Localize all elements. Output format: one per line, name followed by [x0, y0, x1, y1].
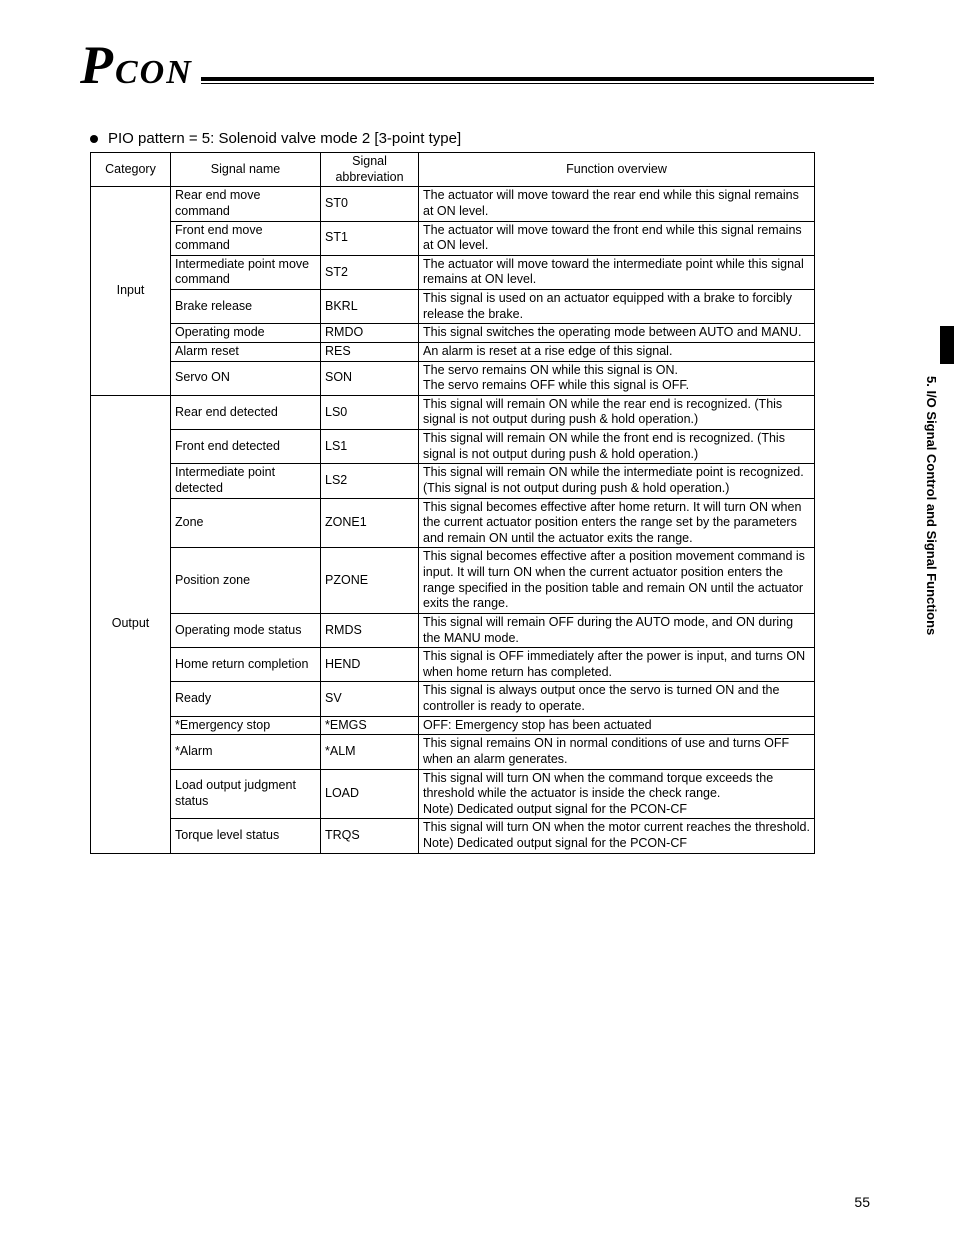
function-overview-cell: This signal is OFF immediately after the… — [419, 648, 815, 682]
function-overview-cell: This signal remains ON in normal conditi… — [419, 735, 815, 769]
function-overview-cell: The actuator will move toward the interm… — [419, 255, 815, 289]
signal-abbr-cell: *EMGS — [321, 716, 419, 735]
col-header-signal-abbr: Signal abbreviation — [321, 153, 419, 187]
table-row: InputRear end move commandST0The actuato… — [91, 187, 815, 221]
table-row: Front end move commandST1The actuator wi… — [91, 221, 815, 255]
function-overview-cell: The actuator will move toward the rear e… — [419, 187, 815, 221]
category-cell: Input — [91, 187, 171, 396]
signal-name-cell: Front end detected — [171, 430, 321, 464]
function-overview-cell: This signal will remain ON while the int… — [419, 464, 815, 498]
signal-name-cell: Intermediate point move command — [171, 255, 321, 289]
table-row: OutputRear end detectedLS0This signal wi… — [91, 395, 815, 429]
function-overview-cell: This signal will remain ON while the rea… — [419, 395, 815, 429]
function-overview-cell: This signal will turn ON when the motor … — [419, 819, 815, 853]
signal-abbr-cell: ST2 — [321, 255, 419, 289]
function-overview-cell: This signal is always output once the se… — [419, 682, 815, 716]
logo-letter-p: P — [80, 38, 113, 92]
page-number: 55 — [854, 1194, 870, 1210]
signal-name-cell: Position zone — [171, 548, 321, 614]
side-tab-marker — [940, 326, 954, 364]
signal-abbr-cell: LOAD — [321, 769, 419, 819]
table-row: Alarm resetRESAn alarm is reset at a ris… — [91, 342, 815, 361]
signal-abbr-cell: RMDS — [321, 613, 419, 647]
function-overview-cell: This signal is used on an actuator equip… — [419, 290, 815, 324]
signal-table: Category Signal name Signal abbreviation… — [90, 152, 815, 854]
signal-name-cell: Home return completion — [171, 648, 321, 682]
signal-name-cell: Rear end detected — [171, 395, 321, 429]
signal-name-cell: Operating mode status — [171, 613, 321, 647]
signal-abbr-cell: BKRL — [321, 290, 419, 324]
signal-abbr-cell: RES — [321, 342, 419, 361]
function-overview-cell: An alarm is reset at a rise edge of this… — [419, 342, 815, 361]
signal-table-container: Category Signal name Signal abbreviation… — [90, 152, 815, 854]
table-header-row: Category Signal name Signal abbreviation… — [91, 153, 815, 187]
function-overview-cell: This signal will remain OFF during the A… — [419, 613, 815, 647]
signal-abbr-cell: ZONE1 — [321, 498, 419, 548]
signal-name-cell: *Emergency stop — [171, 716, 321, 735]
section-heading: PIO pattern = 5: Solenoid valve mode 2 [… — [90, 130, 461, 147]
table-row: Servo ONSONThe servo remains ON while th… — [91, 361, 815, 395]
signal-name-cell: Ready — [171, 682, 321, 716]
table-row: Intermediate point detectedLS2This signa… — [91, 464, 815, 498]
table-row: *Emergency stop*EMGSOFF: Emergency stop … — [91, 716, 815, 735]
side-chapter-tab: 5. I/O Signal Control and Signal Functio… — [920, 326, 954, 686]
table-row: Home return completionHENDThis signal is… — [91, 648, 815, 682]
signal-abbr-cell: SV — [321, 682, 419, 716]
page-header: P CON — [80, 36, 874, 92]
signal-abbr-cell: *ALM — [321, 735, 419, 769]
header-rule-thick — [201, 77, 874, 81]
signal-abbr-cell: ST1 — [321, 221, 419, 255]
function-overview-cell: This signal will turn ON when the comman… — [419, 769, 815, 819]
table-row: ZoneZONE1This signal becomes effective a… — [91, 498, 815, 548]
function-overview-cell: The servo remains ON while this signal i… — [419, 361, 815, 395]
function-overview-cell: This signal will remain ON while the fro… — [419, 430, 815, 464]
signal-abbr-cell: SON — [321, 361, 419, 395]
table-row: Front end detectedLS1This signal will re… — [91, 430, 815, 464]
table-row: Operating mode statusRMDSThis signal wil… — [91, 613, 815, 647]
signal-name-cell: Rear end move command — [171, 187, 321, 221]
side-tab-label: 5. I/O Signal Control and Signal Functio… — [924, 376, 939, 635]
section-heading-text: PIO pattern = 5: Solenoid valve mode 2 [… — [108, 130, 461, 147]
signal-name-cell: Intermediate point detected — [171, 464, 321, 498]
signal-name-cell: Zone — [171, 498, 321, 548]
signal-abbr-cell: LS2 — [321, 464, 419, 498]
signal-abbr-cell: LS1 — [321, 430, 419, 464]
logo-letter-con: CON — [115, 56, 193, 90]
signal-name-cell: Torque level status — [171, 819, 321, 853]
table-row: Brake releaseBKRLThis signal is used on … — [91, 290, 815, 324]
col-header-function-overview: Function overview — [419, 153, 815, 187]
function-overview-cell: This signal switches the operating mode … — [419, 324, 815, 343]
table-row: Intermediate point move commandST2The ac… — [91, 255, 815, 289]
signal-abbr-cell: ST0 — [321, 187, 419, 221]
signal-name-cell: Operating mode — [171, 324, 321, 343]
table-row: Torque level statusTRQSThis signal will … — [91, 819, 815, 853]
signal-name-cell: Front end move command — [171, 221, 321, 255]
table-row: *Alarm*ALMThis signal remains ON in norm… — [91, 735, 815, 769]
signal-abbr-cell: LS0 — [321, 395, 419, 429]
bullet-icon — [90, 135, 98, 143]
signal-name-cell: Load output judgment status — [171, 769, 321, 819]
table-row: ReadySVThis signal is always output once… — [91, 682, 815, 716]
logo: P CON — [80, 38, 193, 92]
function-overview-cell: The actuator will move toward the front … — [419, 221, 815, 255]
category-cell: Output — [91, 395, 171, 853]
table-row: Position zonePZONEThis signal becomes ef… — [91, 548, 815, 614]
header-rule — [201, 77, 874, 86]
col-header-category: Category — [91, 153, 171, 187]
col-header-signal-name: Signal name — [171, 153, 321, 187]
header-rule-thin — [201, 83, 874, 84]
signal-abbr-cell: HEND — [321, 648, 419, 682]
signal-name-cell: *Alarm — [171, 735, 321, 769]
table-row: Load output judgment statusLOADThis sign… — [91, 769, 815, 819]
signal-abbr-cell: PZONE — [321, 548, 419, 614]
signal-abbr-cell: RMDO — [321, 324, 419, 343]
function-overview-cell: This signal becomes effective after a po… — [419, 548, 815, 614]
table-row: Operating modeRMDOThis signal switches t… — [91, 324, 815, 343]
signal-name-cell: Brake release — [171, 290, 321, 324]
signal-abbr-cell: TRQS — [321, 819, 419, 853]
function-overview-cell: OFF: Emergency stop has been actuated — [419, 716, 815, 735]
signal-name-cell: Servo ON — [171, 361, 321, 395]
signal-name-cell: Alarm reset — [171, 342, 321, 361]
function-overview-cell: This signal becomes effective after home… — [419, 498, 815, 548]
